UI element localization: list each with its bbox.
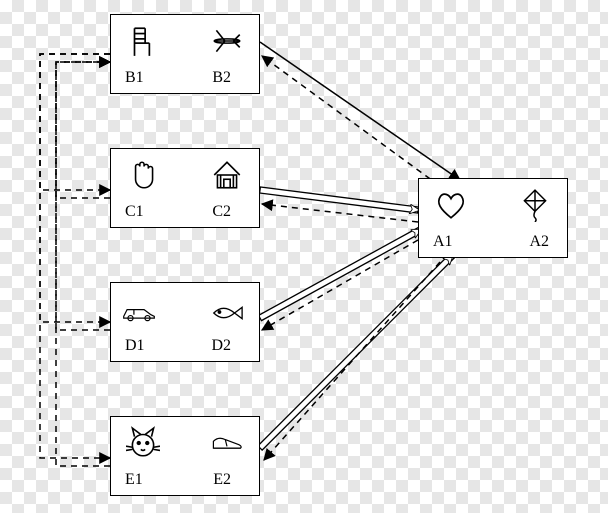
cat-icon	[123, 423, 163, 463]
label-e1: E1	[125, 471, 143, 489]
node-d: D1 D2	[110, 282, 260, 362]
label-c1: C1	[125, 203, 144, 221]
car-icon	[119, 293, 159, 333]
node-c: C1 C2	[110, 148, 260, 228]
label-b2: B2	[212, 69, 231, 87]
hand-icon	[123, 155, 163, 195]
plane-icon	[207, 21, 247, 61]
label-a1: A1	[433, 233, 453, 251]
label-c2: C2	[212, 203, 231, 221]
label-d1: D1	[125, 337, 145, 355]
chair-icon	[123, 21, 163, 61]
fish-icon	[207, 293, 247, 333]
label-e2: E2	[213, 471, 231, 489]
node-e: E1 E2	[110, 416, 260, 496]
shank-icon	[207, 423, 247, 463]
label-a2: A2	[529, 233, 549, 251]
house-icon	[207, 155, 247, 195]
kite-icon	[515, 185, 555, 225]
heart-icon	[431, 185, 471, 225]
node-b: B1 B2	[110, 14, 260, 94]
node-a: A1 A2	[418, 178, 568, 258]
label-b1: B1	[125, 69, 144, 87]
label-d2: D2	[211, 337, 231, 355]
